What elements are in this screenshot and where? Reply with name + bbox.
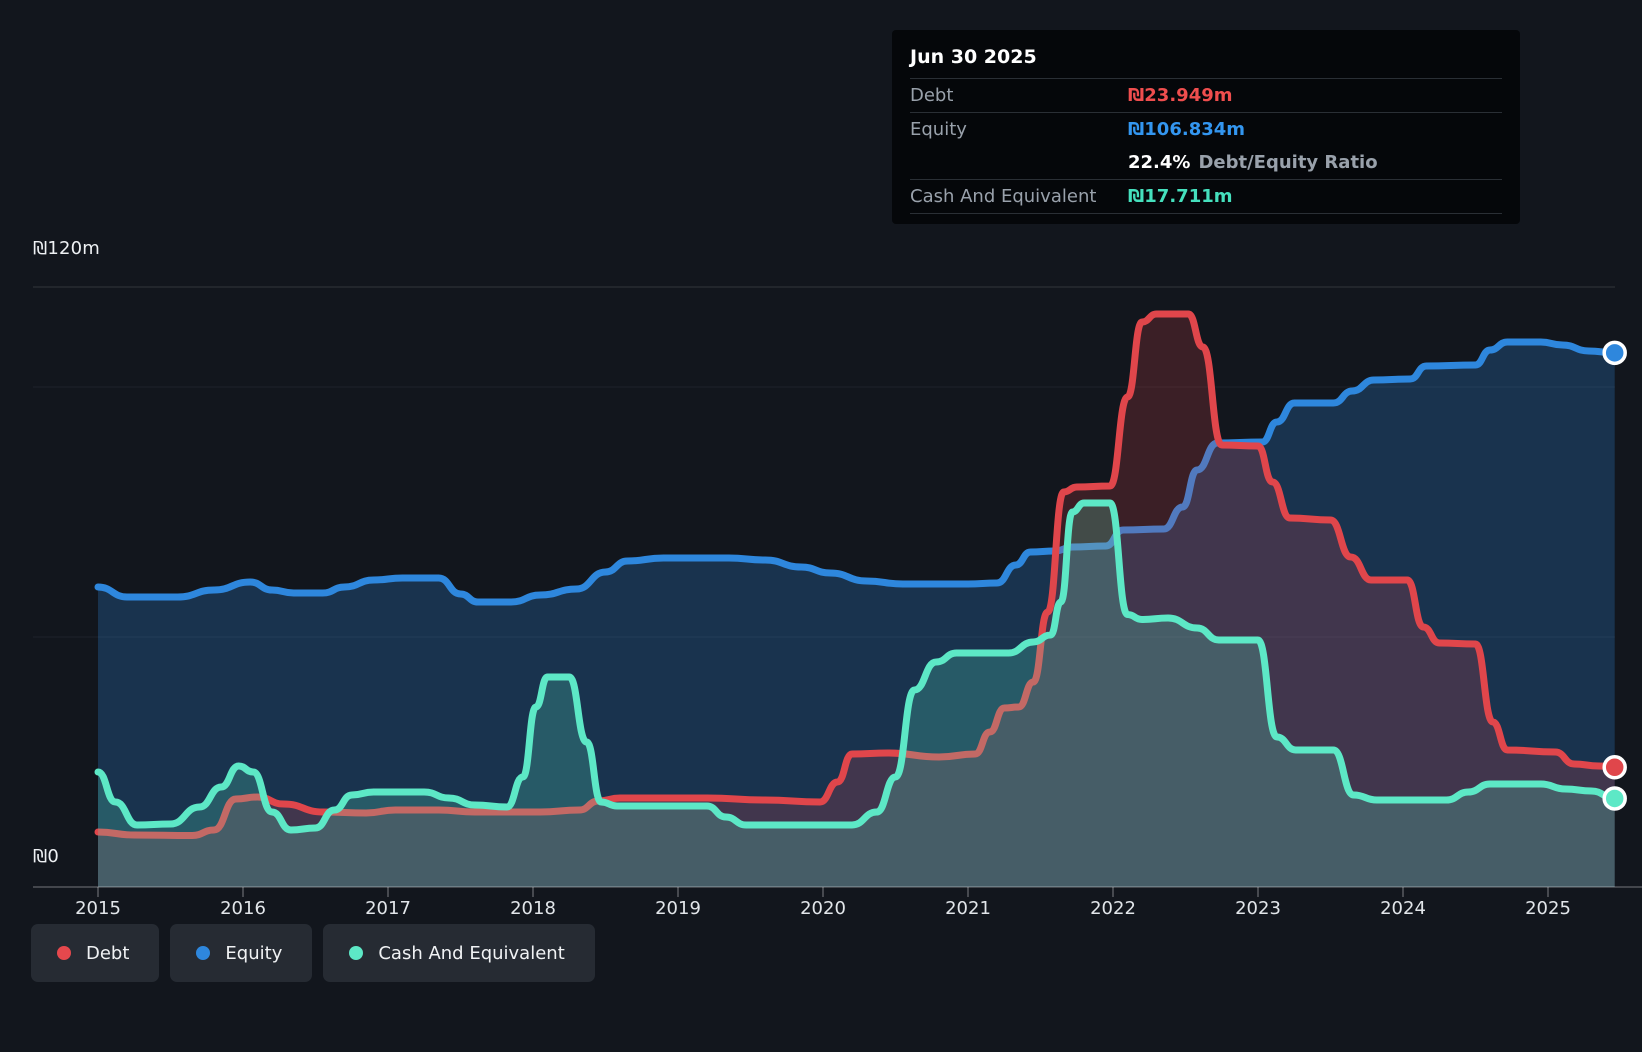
tooltip: Jun 30 2025 Debt ₪23.949m Equity ₪106.83… xyxy=(892,30,1520,224)
x-axis-label-2020: 2020 xyxy=(800,898,846,919)
legend: Debt Equity Cash And Equivalent xyxy=(31,924,595,982)
tooltip-debt-label: Debt xyxy=(910,85,954,106)
equity-line xyxy=(94,338,1619,606)
legend-dot-equity-icon xyxy=(196,946,211,960)
x-axis-label-2016: 2016 xyxy=(220,898,266,919)
y-axis-label-max: ₪120m xyxy=(33,238,101,259)
tooltip-row-ratio: 22.4% Debt/Equity Ratio xyxy=(910,146,1502,179)
x-axis-label-2018: 2018 xyxy=(510,898,556,919)
x-axis-label-2023: 2023 xyxy=(1235,898,1281,919)
x-axis-label-2025: 2025 xyxy=(1525,898,1571,919)
tooltip-equity-value: ₪106.834m xyxy=(1128,119,1246,140)
legend-label-cash: Cash And Equivalent xyxy=(378,942,565,964)
x-axis-label-2017: 2017 xyxy=(365,898,411,919)
x-axis-label-2019: 2019 xyxy=(655,898,701,919)
legend-label-equity: Equity xyxy=(225,942,283,964)
tooltip-row-equity: Equity ₪106.834m xyxy=(910,112,1502,146)
equity-area xyxy=(98,342,1615,887)
x-axis-label-2024: 2024 xyxy=(1380,898,1426,919)
tooltip-ratio-value: 22.4% xyxy=(1128,152,1191,173)
equity-end-marker xyxy=(1602,340,1627,366)
tooltip-cash-value: ₪17.711m xyxy=(1128,186,1233,207)
cash-line xyxy=(94,499,1619,834)
tooltip-cash-label: Cash And Equivalent xyxy=(910,186,1097,207)
tooltip-date: Jun 30 2025 xyxy=(910,46,1037,68)
x-axis-label-2022: 2022 xyxy=(1090,898,1136,919)
legend-chip-debt[interactable]: Debt xyxy=(31,924,160,982)
legend-label-debt: Debt xyxy=(86,942,130,964)
tooltip-bottom-rule xyxy=(910,213,1502,218)
tooltip-row-cash: Cash And Equivalent ₪17.711m xyxy=(910,179,1502,213)
debt-line xyxy=(94,310,1619,839)
x-axis-label-2021: 2021 xyxy=(945,898,991,919)
debt-area xyxy=(98,314,1615,887)
tooltip-debt-value: ₪23.949m xyxy=(1128,85,1233,106)
legend-chip-equity[interactable]: Equity xyxy=(170,924,313,982)
legend-dot-cash-icon xyxy=(349,946,364,960)
tooltip-ratio-label: Debt/Equity Ratio xyxy=(1198,152,1378,173)
cash-end-marker xyxy=(1602,786,1627,811)
x-axis-label-2015: 2015 xyxy=(75,898,121,919)
y-axis-label-zero: ₪0 xyxy=(33,846,59,867)
legend-dot-debt-icon xyxy=(57,946,71,960)
cash-area xyxy=(98,503,1615,887)
tooltip-equity-label: Equity xyxy=(910,119,967,140)
legend-chip-cash[interactable]: Cash And Equivalent xyxy=(323,924,595,982)
tooltip-row-debt: Debt ₪23.949m xyxy=(910,78,1502,112)
debt-end-marker xyxy=(1602,755,1627,780)
